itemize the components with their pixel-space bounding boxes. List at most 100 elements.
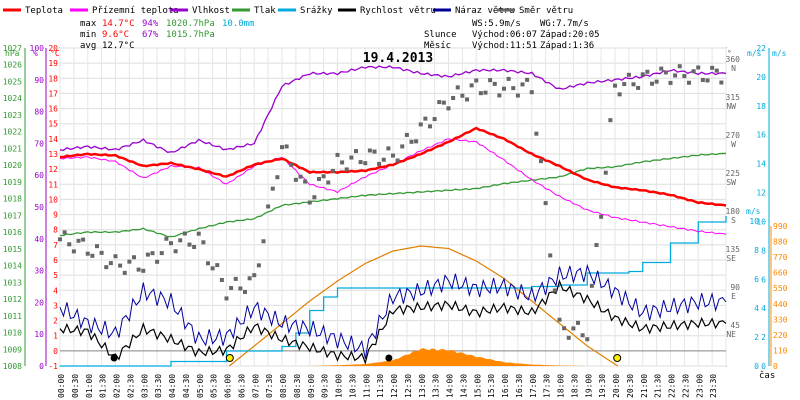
wind-direction-point — [108, 261, 113, 266]
wind-direction-point — [196, 231, 201, 236]
wind-direction-point — [247, 276, 252, 281]
wind-speed-info: WS:5.9m/s — [472, 19, 521, 29]
time-tick: 01:30 — [99, 374, 108, 398]
ms2-tick: 2 — [754, 333, 759, 342]
ms1-tick: 0 — [761, 362, 766, 371]
pct-tick: 20 — [34, 298, 44, 307]
wind-direction-point — [85, 251, 90, 256]
hpa-tick: 1016 — [3, 228, 22, 237]
time-tick: 10:30 — [348, 374, 357, 398]
ms2-tick: 4 — [754, 304, 759, 313]
wind-direction-point — [367, 148, 372, 153]
hpa-tick: 1027 — [3, 44, 22, 53]
solar-area — [309, 348, 588, 366]
hpa-tick: 1023 — [3, 111, 22, 120]
wind-direction-points — [58, 64, 724, 362]
temp-tick: 20 — [48, 44, 58, 53]
legend-label: Přízemní teplota — [92, 6, 179, 16]
dir-card: E — [731, 292, 736, 301]
dir-tick: 90 — [730, 283, 740, 292]
mm-unit: m/s — [772, 49, 787, 58]
wind-direction-point — [150, 251, 155, 256]
wind-direction-point — [71, 249, 76, 254]
wind-direction-point — [446, 106, 451, 111]
wind-direction-point — [303, 179, 308, 184]
temp-tick: 5 — [53, 271, 58, 280]
time-tick: 08:30 — [293, 374, 302, 398]
time-tick: 02:30 — [126, 374, 135, 398]
temp-tick: 19 — [48, 59, 58, 68]
stat-max-hum: 94% — [142, 19, 159, 29]
stat-min-temp: 9.6°C — [102, 30, 129, 40]
wind-direction-point — [118, 263, 123, 268]
moonset-marker — [110, 354, 118, 362]
hpa-tick: 1015 — [3, 245, 22, 254]
wind-direction-point — [58, 237, 62, 242]
legend-label: Směr větru — [519, 6, 573, 16]
wind-direction-point — [673, 73, 678, 78]
ms2-tick: 10 — [749, 217, 759, 226]
wind-direction-point — [432, 117, 437, 122]
wind-direction-point — [155, 259, 160, 264]
dir-tick: 135 — [726, 245, 741, 254]
temp-tick: 4 — [53, 286, 58, 295]
hpa-tick: 1024 — [3, 94, 22, 103]
wind-direction-point — [136, 267, 141, 272]
wind-direction-point — [317, 176, 321, 181]
hpa-unit: hPa — [5, 49, 20, 58]
wind-direction-point — [159, 251, 164, 256]
temp-tick: 6 — [53, 256, 58, 265]
ms1-tick: 2 — [761, 333, 766, 342]
legend-label: Teplota — [25, 6, 63, 16]
wind-direction-point — [654, 79, 659, 84]
time-tick: 23:30 — [709, 374, 718, 398]
wind-direction-point — [145, 252, 150, 257]
wind-speed-line — [59, 279, 727, 365]
mm-tick: 220 — [773, 331, 788, 340]
wind-direction-point — [275, 175, 280, 180]
hpa-tick: 1011 — [3, 312, 22, 321]
ms1-tick: 4 — [761, 304, 766, 313]
wind-direction-point — [677, 64, 682, 69]
sun-elevation-line — [228, 245, 619, 367]
wind-direction-point — [90, 253, 95, 258]
wind-direction-point — [141, 268, 146, 273]
time-tick: 05:30 — [210, 374, 219, 398]
time-tick: 21:00 — [640, 374, 649, 398]
wind-direction-point — [349, 155, 354, 160]
mm-tick: 0 — [773, 362, 778, 371]
hpa-tick: 1013 — [3, 278, 22, 287]
dir-card: SE — [726, 254, 736, 263]
wind-direction-point — [414, 139, 419, 144]
wind-direction-point — [589, 283, 594, 288]
time-tick: 11:00 — [362, 374, 371, 398]
wind-direction-point — [663, 70, 668, 75]
time-tick: 12:30 — [404, 374, 413, 398]
wind-direction-point — [409, 139, 414, 144]
wind-direction-point — [622, 82, 627, 87]
legend-label: Tlak — [254, 6, 276, 16]
humidity-line — [59, 65, 727, 153]
time-tick: 00:30 — [71, 374, 80, 398]
wind-direction-point — [99, 250, 104, 255]
temperature-line — [60, 126, 727, 207]
dir-card: N — [731, 64, 736, 73]
wind-gust-info: WG:7.7m/s — [540, 19, 589, 29]
pct-tick: 0 — [39, 362, 44, 371]
stat-avg-label: avg — [80, 41, 96, 51]
ms2-tick: 6 — [754, 275, 759, 284]
wind-direction-point — [312, 195, 317, 200]
sunset-marker — [613, 354, 622, 362]
wind-direction-point — [192, 244, 197, 249]
ms1-tick: 16 — [756, 131, 766, 140]
time-tick: 15:00 — [473, 374, 482, 398]
dir-tick: 360 — [726, 55, 741, 64]
grid — [59, 47, 727, 367]
time-tick: 01:00 — [85, 374, 94, 398]
wind-direction-point — [710, 65, 715, 70]
time-tick: 04:00 — [168, 374, 177, 398]
wind-direction-point — [206, 261, 210, 266]
temp-tick: 1 — [53, 332, 58, 341]
wind-direction-point — [520, 82, 525, 87]
wind-direction-point — [169, 241, 173, 246]
